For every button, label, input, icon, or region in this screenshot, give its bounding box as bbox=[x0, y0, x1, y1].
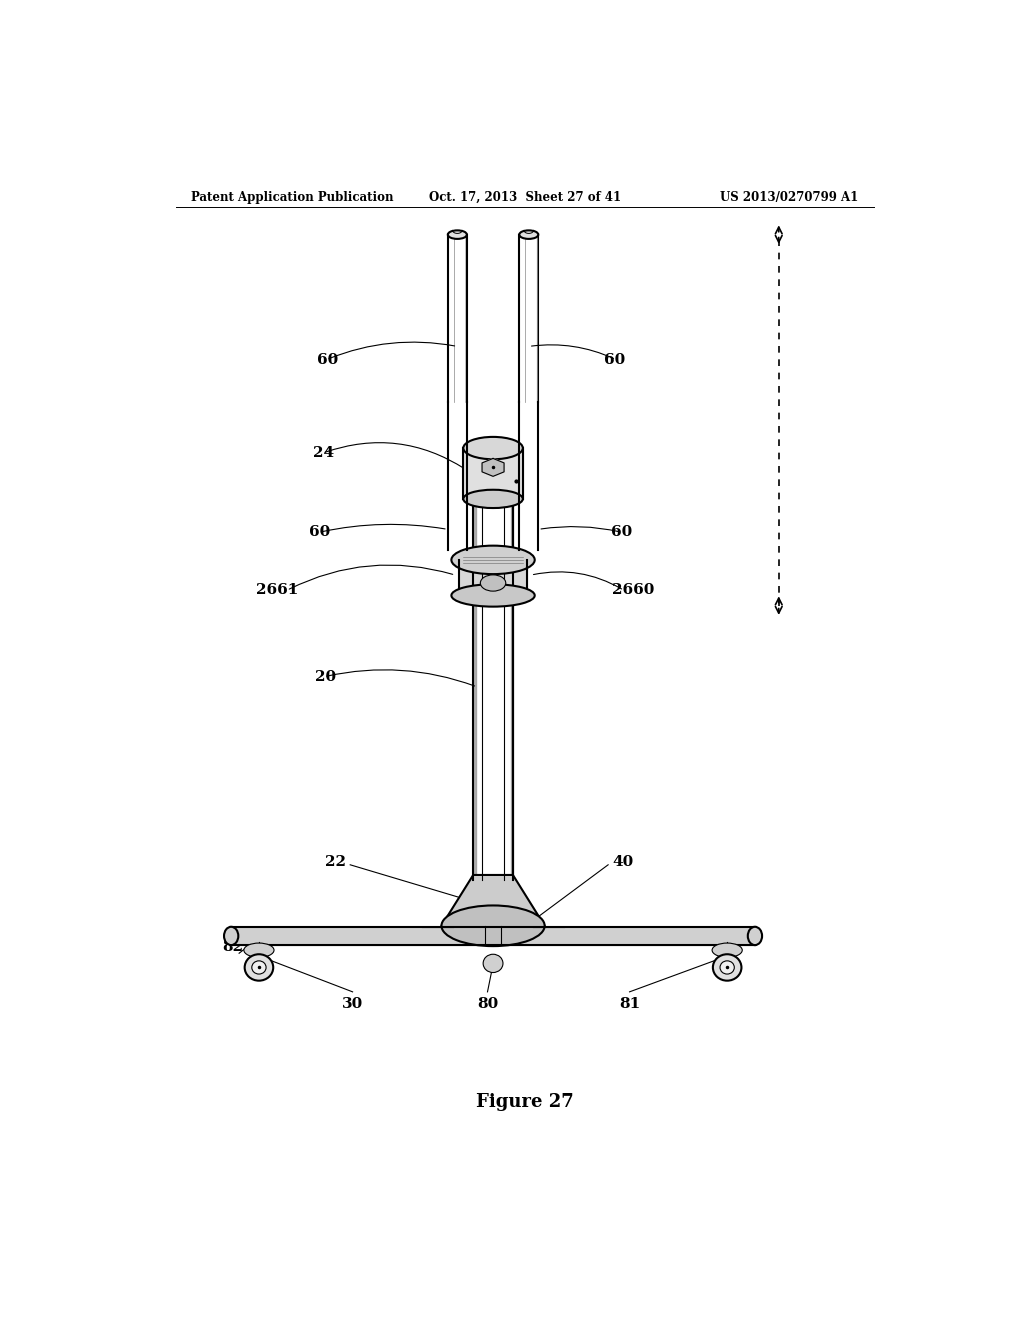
Text: US 2013/0270799 A1: US 2013/0270799 A1 bbox=[720, 191, 858, 203]
Text: 40: 40 bbox=[612, 855, 634, 869]
Text: 60: 60 bbox=[317, 352, 338, 367]
Text: 24: 24 bbox=[313, 446, 334, 461]
Ellipse shape bbox=[748, 927, 762, 945]
Text: 82: 82 bbox=[222, 940, 243, 954]
Ellipse shape bbox=[720, 961, 734, 974]
Ellipse shape bbox=[447, 231, 467, 239]
Ellipse shape bbox=[712, 942, 742, 957]
Text: 2660: 2660 bbox=[612, 583, 654, 598]
Text: 81: 81 bbox=[618, 997, 640, 1011]
Text: Figure 27: Figure 27 bbox=[476, 1093, 573, 1110]
Text: 30: 30 bbox=[342, 997, 364, 1011]
Text: 2661: 2661 bbox=[256, 583, 299, 598]
Ellipse shape bbox=[452, 585, 535, 607]
Text: 80: 80 bbox=[477, 997, 498, 1011]
Text: 20: 20 bbox=[314, 669, 336, 684]
Text: Patent Application Publication: Patent Application Publication bbox=[191, 191, 394, 203]
Ellipse shape bbox=[483, 954, 503, 973]
Text: 60: 60 bbox=[309, 525, 331, 540]
Ellipse shape bbox=[713, 954, 741, 981]
Ellipse shape bbox=[463, 437, 523, 459]
Ellipse shape bbox=[452, 545, 535, 574]
Text: 60: 60 bbox=[610, 525, 632, 540]
Ellipse shape bbox=[224, 927, 239, 945]
Text: 22: 22 bbox=[326, 855, 346, 869]
Polygon shape bbox=[482, 458, 504, 477]
Text: 60: 60 bbox=[604, 352, 626, 367]
Ellipse shape bbox=[252, 961, 266, 974]
Polygon shape bbox=[441, 875, 545, 925]
Ellipse shape bbox=[244, 942, 274, 957]
Text: Oct. 17, 2013  Sheet 27 of 41: Oct. 17, 2013 Sheet 27 of 41 bbox=[429, 191, 621, 203]
Ellipse shape bbox=[245, 954, 273, 981]
Ellipse shape bbox=[463, 490, 523, 508]
Ellipse shape bbox=[480, 576, 506, 591]
Ellipse shape bbox=[519, 231, 539, 239]
Ellipse shape bbox=[441, 906, 545, 946]
